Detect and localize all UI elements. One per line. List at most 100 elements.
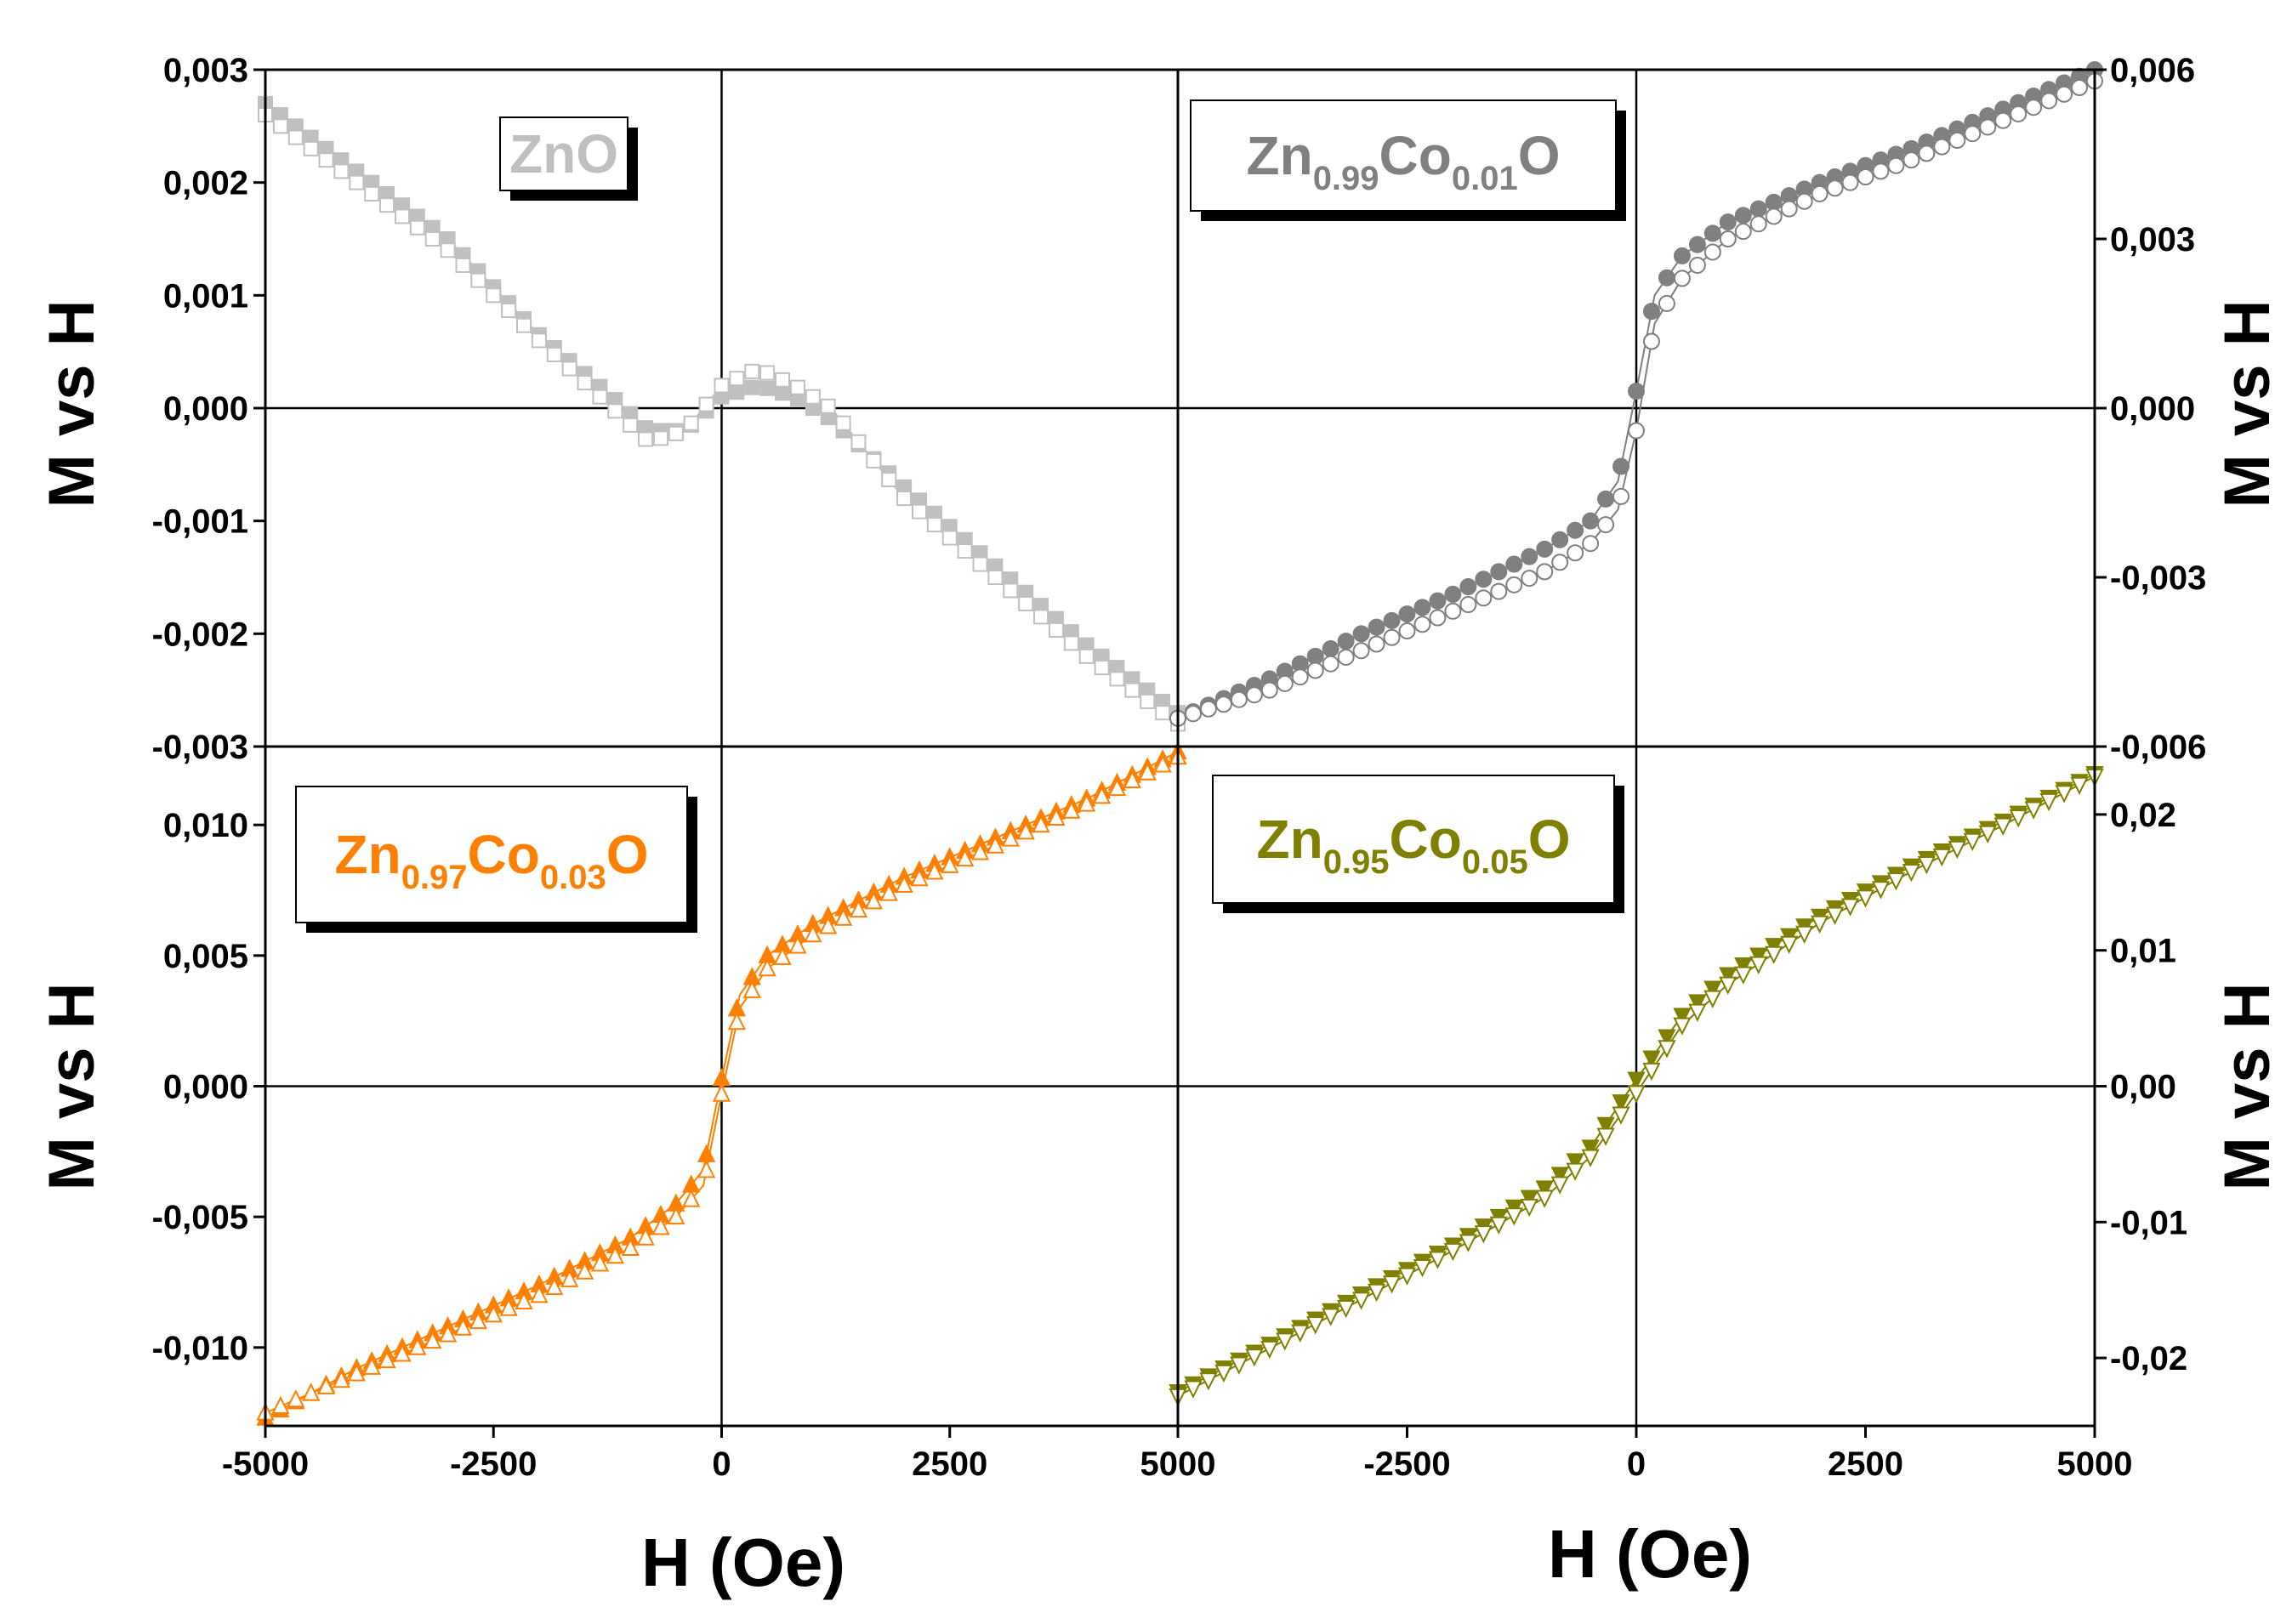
data-point [1918,145,1936,162]
data-point [742,980,761,998]
data-point [1887,156,1905,174]
legend-label: Zn0.99Co0.01O [1247,125,1561,197]
data-point [1337,1299,1356,1319]
data-point [1994,111,2012,129]
data-point [1550,1167,1569,1185]
legend-label: Zn0.97Co0.03O [335,824,649,896]
data-point [516,317,532,333]
data-point [347,1363,366,1382]
data-point [1642,303,1660,321]
data-point [744,379,760,395]
y-tick-label: 0,00 [2110,1069,2176,1106]
data-point [879,883,898,901]
x-tick-label: -2500 [1363,1445,1450,1483]
data-point [1322,655,1339,673]
data-point [1917,855,1936,875]
data-point [819,916,838,934]
data-point [1963,832,1982,852]
data-point [1857,168,1874,186]
data-point [1581,1139,1600,1158]
data-point [501,303,517,319]
data-point [1627,1085,1646,1104]
data-point [1703,243,1721,261]
y-tick-label: -0,006 [2110,729,2206,766]
data-point [1078,793,1096,812]
y-axis-label-top-left: M vs H [36,300,108,508]
data-point [1383,611,1401,629]
y-tick-label: -0,005 [152,1199,248,1236]
data-point [1001,828,1020,847]
data-point [1612,1106,1630,1125]
data-point [1658,269,1675,287]
data-point [333,163,350,179]
y-tick-label: -0,01 [2110,1204,2187,1241]
data-point [1582,512,1600,530]
data-point [621,1237,640,1257]
x-axis-label-left: H (Oe) [641,1525,845,1600]
panel-bottom-left: Zn0.97Co0.03O [256,741,1187,1426]
data-point [1810,915,1829,934]
data-point [394,208,410,224]
y-axis-label-bottom-right: M vs H [2211,983,2283,1191]
data-point [1582,535,1600,553]
data-point [1933,138,1951,156]
data-point [1107,777,1127,797]
data-point [1124,682,1140,698]
data-point [1749,215,1767,233]
data-point [364,185,380,202]
data-point [941,855,959,873]
data-point [1688,256,1706,274]
data-point [1673,247,1691,264]
data-point [835,415,851,431]
data-point [1886,872,1906,891]
data-point [302,1383,321,1401]
data-point [408,1337,427,1355]
y-tick-label: -0,02 [2110,1340,2187,1377]
y-tick-label: 0,01 [2110,933,2176,970]
data-point [1306,1316,1325,1335]
data-point [1413,616,1431,633]
data-point [1535,1190,1554,1208]
data-point [1673,1017,1692,1036]
data-point [1749,947,1768,966]
y-axis-label-top-right: M vs H [2211,300,2283,508]
data-point [607,403,623,419]
series-markers-branch-2 [258,107,1186,732]
y-tick-label: 0,000 [163,390,248,428]
data-point [409,219,425,236]
data-point [1703,980,1722,999]
data-point [1459,596,1477,614]
data-point [316,1376,336,1394]
data-point [910,867,929,887]
data-point [712,1083,731,1102]
y-tick-label: -0,010 [152,1330,248,1367]
data-point [1214,696,1232,713]
data-point [698,396,714,412]
data-point [1688,236,1706,253]
data-point [332,1369,351,1388]
data-point [1459,1234,1477,1252]
data-point [1383,628,1401,646]
data-point [1199,1372,1218,1391]
data-point [1047,807,1066,826]
data-point [1276,674,1294,692]
x-tick-label: -2500 [450,1445,537,1483]
data-point [1581,1149,1600,1167]
data-point [758,957,776,977]
data-point [440,242,456,258]
data-point [1398,622,1416,640]
y-tick-label: 0,001 [163,277,248,315]
y-tick-label: -0,002 [152,616,248,653]
data-point [1596,1127,1615,1146]
data-point [804,924,822,943]
data-point [941,530,958,546]
data-point [1490,563,1508,581]
data-point [1765,207,1783,225]
data-point [1444,585,1462,603]
data-point [1841,173,1859,191]
data-point [1550,1176,1569,1195]
data-point [575,1261,594,1280]
data-point [1978,825,1997,843]
data-point [652,430,668,446]
